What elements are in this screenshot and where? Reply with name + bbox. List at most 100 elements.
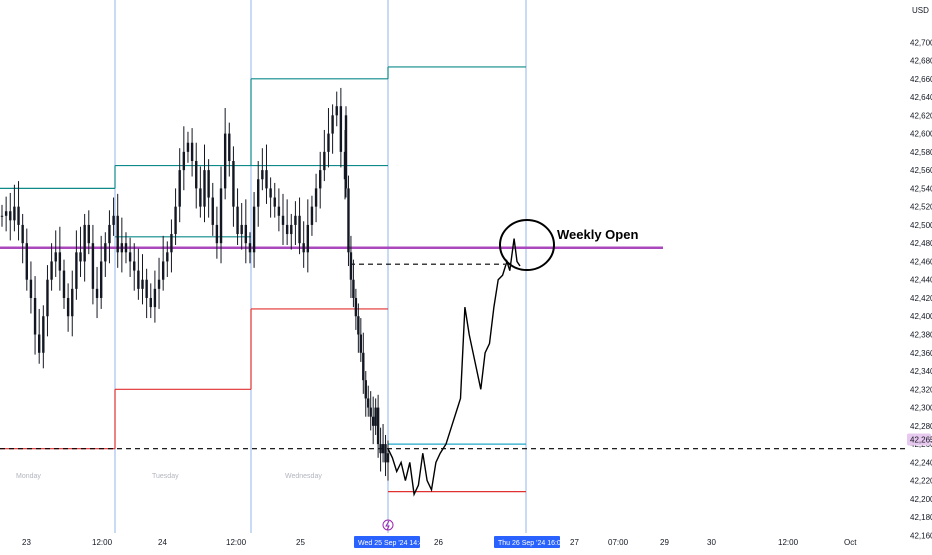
candle-body	[269, 188, 272, 198]
price-tick-label: 42,160	[910, 531, 932, 540]
candle-body	[166, 252, 169, 262]
highlighted-date-badge[interactable]	[494, 536, 560, 548]
candle-body	[66, 297, 70, 317]
projection-line	[387, 238, 521, 497]
candle-body	[141, 279, 144, 289]
candle-body	[104, 243, 107, 262]
highlighted-date-label: Thu 26 Sep '24 16:00	[498, 540, 565, 547]
candle-body	[21, 224, 24, 244]
candle-body	[182, 151, 186, 171]
candle-body	[298, 215, 301, 244]
candle-body	[157, 279, 161, 289]
candle-body	[257, 179, 260, 207]
time-tick-label: 29	[660, 538, 669, 547]
candle-body	[223, 133, 227, 189]
candle-body	[374, 407, 377, 426]
price-tick-label: 42,660	[910, 75, 932, 84]
candle-body	[42, 316, 45, 353]
candle-body	[349, 252, 353, 280]
candle-body	[133, 261, 136, 271]
candle-body	[0, 215, 4, 217]
price-tick-label: 42,600	[910, 130, 932, 139]
price-tick-label: 42,640	[910, 93, 932, 102]
price-tick-label: 42,300	[910, 404, 932, 413]
time-axis[interactable]: 23 12:00 24 12:00 25 26 27 07:00 29 30 12:00 Oct Wed…	[22, 519, 857, 548]
candle-body	[362, 352, 365, 381]
price-tick-label: 42,460	[910, 257, 932, 266]
candle-body	[62, 270, 66, 298]
price-tick-label: 42,700	[910, 38, 932, 47]
candle-body	[302, 243, 305, 253]
price-tick-label: 42,280	[910, 422, 932, 431]
candle-body	[54, 252, 57, 262]
price-tick-label: 42,560	[910, 166, 932, 175]
candle-body	[240, 224, 243, 235]
candle-body	[252, 206, 256, 253]
candle-body	[199, 188, 202, 207]
time-tick-label: 07:00	[608, 538, 629, 547]
price-tick-label: 42,320	[910, 385, 932, 394]
price-tick-label: 42,520	[910, 203, 932, 212]
candle-body	[211, 197, 214, 225]
candle-body	[108, 224, 111, 244]
candle-body	[128, 252, 132, 262]
candle-body	[367, 398, 370, 408]
candle-body	[384, 444, 387, 463]
candle-body	[75, 252, 78, 289]
candle-body	[207, 170, 210, 198]
candle-body	[58, 252, 62, 271]
lightning-icon[interactable]	[382, 519, 394, 531]
price-tick-label: 42,680	[910, 57, 932, 66]
candle-body	[116, 215, 119, 253]
candle-body	[91, 243, 95, 289]
time-tick-label: 26	[434, 538, 443, 547]
candle-body	[215, 224, 219, 244]
candle-body	[273, 197, 276, 207]
candle-body	[195, 160, 198, 189]
current-price-label: 42,265	[910, 436, 932, 445]
price-tick-label: 42,220	[910, 477, 932, 486]
price-axis[interactable]: 42,16042,18042,20042,22042,24042,26042,2…	[907, 38, 932, 540]
currency-label[interactable]: USD	[912, 6, 929, 15]
candle-body	[9, 211, 12, 221]
candle-body	[124, 243, 128, 253]
candle-body	[344, 115, 348, 189]
current-price-badge[interactable]	[907, 433, 931, 446]
candle-body	[319, 170, 322, 189]
candle-body	[17, 206, 20, 225]
time-tick-label: 25	[296, 538, 305, 547]
candle-body	[219, 188, 223, 244]
price-tick-label: 42,380	[910, 331, 932, 340]
candle-body	[178, 170, 181, 207]
highlighted-date-badge[interactable]	[354, 536, 420, 548]
candle-body	[120, 243, 124, 253]
time-tick-label: 12:00	[226, 538, 247, 547]
price-tick-label: 42,200	[910, 495, 932, 504]
candle-body	[13, 206, 16, 221]
candle-body	[364, 380, 367, 399]
price-tick-label: 42,340	[910, 367, 932, 376]
candle-body	[347, 188, 350, 253]
annotations	[499, 219, 555, 271]
level-lines	[0, 66, 905, 493]
candle-body	[25, 243, 28, 280]
candle-body	[327, 133, 330, 152]
candle-body	[46, 279, 49, 317]
candle-body	[294, 215, 297, 225]
candle-body	[37, 334, 41, 353]
candles	[0, 87, 390, 481]
candle-body	[261, 170, 264, 180]
price-tick-label: 42,540	[910, 184, 932, 193]
candle-body	[161, 261, 165, 280]
candle-body	[186, 142, 190, 152]
candle-body	[379, 444, 382, 454]
candle-body	[244, 224, 248, 244]
price-tick-label: 42,180	[910, 513, 932, 522]
candle-body	[248, 243, 252, 253]
candle-body	[323, 151, 326, 171]
time-tick-label: 12:00	[778, 538, 799, 547]
candle-body	[265, 170, 268, 189]
candle-body	[290, 224, 293, 235]
